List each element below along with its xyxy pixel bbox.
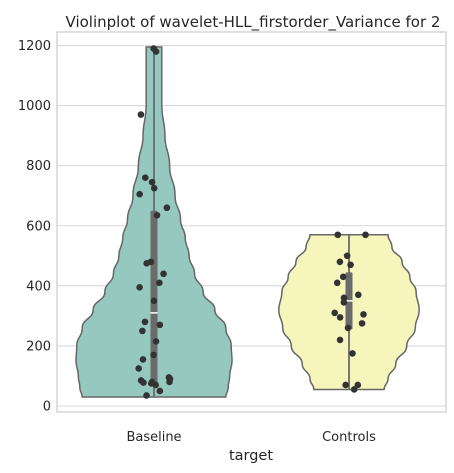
- point-baseline-26: [166, 378, 173, 386]
- point-controls-3: [336, 258, 344, 266]
- point-controls-4: [347, 261, 354, 269]
- point-baseline-29: [152, 381, 160, 389]
- y-tick-label-200: 200: [26, 339, 51, 354]
- y-tick-label-1000: 1000: [18, 99, 51, 114]
- point-baseline-14: [150, 297, 158, 305]
- point-controls-13: [358, 320, 366, 327]
- point-baseline-30: [156, 387, 164, 395]
- point-controls-1: [362, 231, 369, 239]
- point-baseline-27: [140, 379, 147, 386]
- point-baseline-6: [136, 190, 143, 198]
- chart-title: Violinplot of wavelet-HLL_firstorder_Var…: [66, 13, 441, 32]
- point-controls-12: [336, 314, 344, 321]
- point-baseline-17: [139, 327, 146, 335]
- point-controls-7: [354, 291, 362, 299]
- point-controls-0: [334, 231, 342, 239]
- point-baseline-20: [139, 356, 147, 363]
- point-baseline-21: [135, 365, 143, 372]
- point-controls-17: [342, 381, 349, 389]
- y-tick-label-800: 800: [26, 159, 51, 174]
- point-controls-14: [344, 324, 352, 332]
- plot-area-frame: [56, 31, 447, 413]
- point-baseline-16: [156, 321, 164, 329]
- point-controls-9: [340, 299, 348, 306]
- violins: [75, 45, 420, 399]
- point-controls-6: [333, 279, 341, 287]
- point-controls-2: [343, 252, 351, 260]
- y-tick-label-1200: 1200: [18, 39, 51, 54]
- point-baseline-15: [141, 318, 149, 326]
- x-axis-label: target: [229, 448, 273, 464]
- point-baseline-19: [150, 351, 157, 359]
- point-baseline-12: [156, 279, 163, 287]
- point-controls-18: [354, 381, 362, 389]
- point-baseline-11: [160, 270, 167, 278]
- point-baseline-8: [153, 211, 161, 219]
- y-tick-label-400: 400: [26, 279, 51, 294]
- point-baseline-31: [143, 392, 150, 399]
- point-controls-5: [339, 273, 347, 281]
- point-baseline-18: [152, 338, 160, 345]
- point-baseline-7: [163, 204, 171, 212]
- point-baseline-13: [136, 284, 143, 291]
- point-baseline-4: [148, 178, 156, 186]
- y-tick-label-0: 0: [43, 399, 51, 414]
- y-tick-label-600: 600: [26, 219, 51, 234]
- point-controls-19: [350, 386, 358, 393]
- x-tick-label-controls: Controls: [322, 430, 376, 445]
- x-tick-label-baseline: Baseline: [126, 430, 181, 445]
- point-controls-15: [336, 336, 344, 344]
- point-baseline-3: [141, 174, 149, 181]
- point-baseline-2: [137, 111, 145, 118]
- point-baseline-5: [150, 184, 158, 192]
- point-baseline-10: [143, 260, 150, 267]
- point-controls-10: [331, 309, 339, 317]
- point-controls-11: [360, 311, 367, 318]
- x-axis-ticks: Baseline Controls: [126, 430, 376, 445]
- point-controls-16: [349, 350, 356, 357]
- point-baseline-1: [152, 48, 160, 55]
- y-axis-ticks: 0 200 400 600 800 1000 1200: [18, 39, 51, 414]
